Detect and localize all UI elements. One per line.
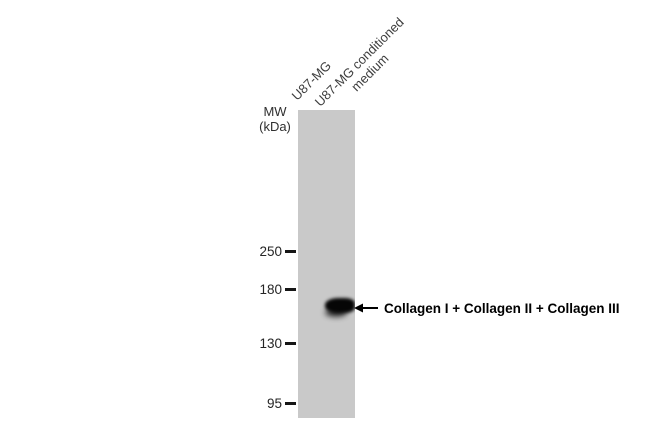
band-annotation-label: Collagen I + Collagen II + Collagen III <box>384 300 620 316</box>
left-arrow-icon <box>354 303 378 313</box>
mw-marker-95: 95 <box>228 395 296 411</box>
mw-marker-130: 130 <box>228 335 296 351</box>
protein-band <box>325 298 355 313</box>
mw-marker-250: 250 <box>228 243 296 259</box>
mw-marker-value: 130 <box>259 335 282 351</box>
mw-marker-tick <box>285 341 296 345</box>
mw-marker-tick <box>285 401 296 405</box>
mw-marker-value: 180 <box>259 281 282 297</box>
blot-membrane <box>298 110 355 418</box>
mw-marker-value: 250 <box>259 243 282 259</box>
band-annotation: Collagen I + Collagen II + Collagen III <box>354 299 620 317</box>
mw-axis-title: MW (kDa) <box>252 104 298 134</box>
mw-marker-tick <box>285 287 296 291</box>
mw-marker-tick <box>285 249 296 253</box>
mw-marker-value: 95 <box>266 395 282 411</box>
mw-axis-title-line2: (kDa) <box>259 119 291 134</box>
mw-marker-180: 180 <box>228 281 296 297</box>
mw-axis-title-line1: MW <box>263 104 287 119</box>
